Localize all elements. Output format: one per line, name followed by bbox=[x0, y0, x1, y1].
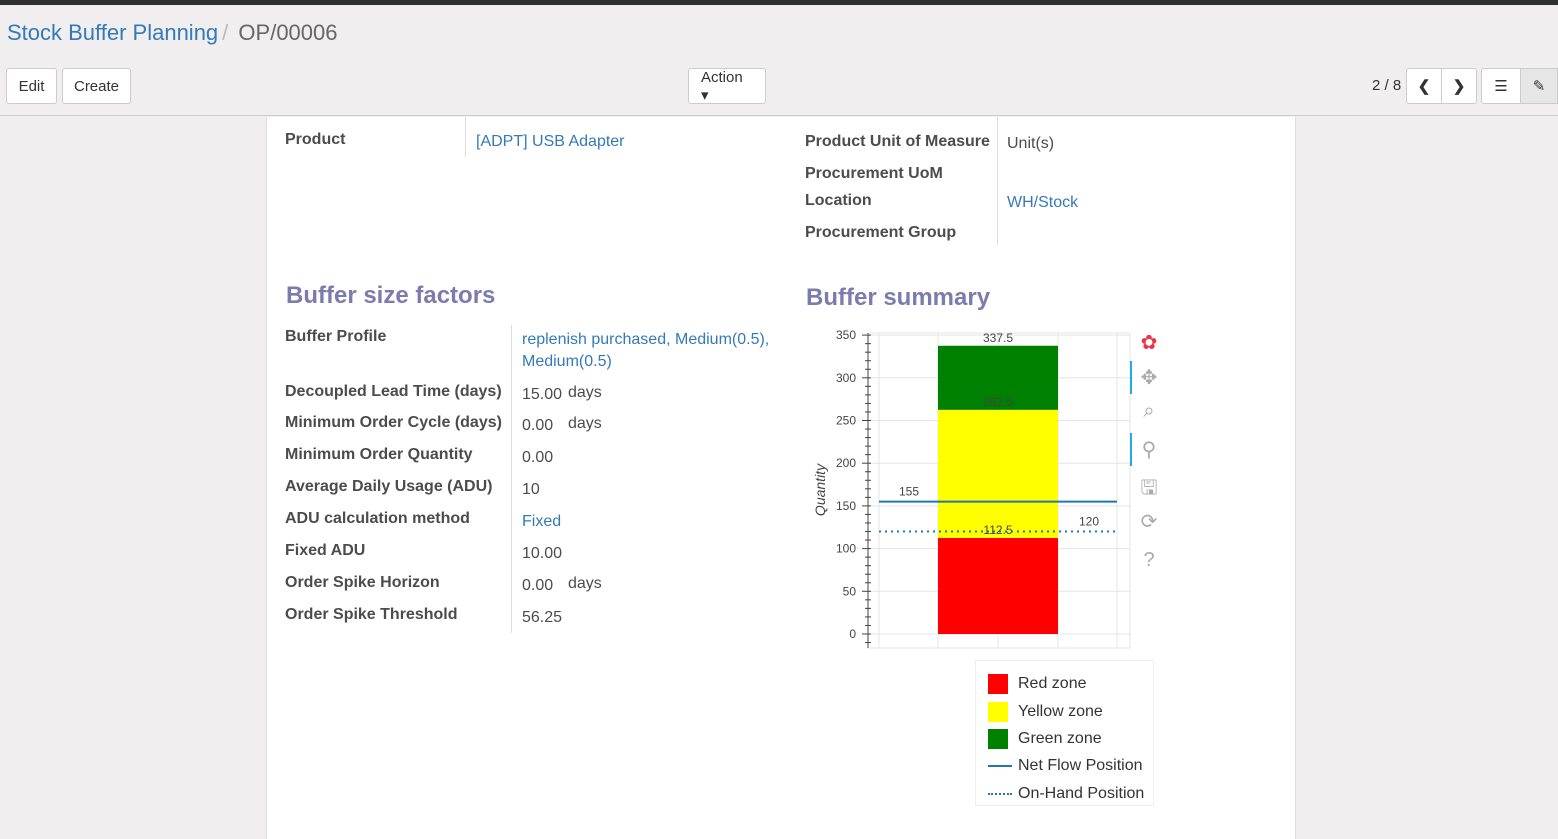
divider bbox=[997, 117, 998, 245]
prev-button[interactable]: ❮ bbox=[1406, 68, 1442, 104]
list-view-button[interactable]: ☰ bbox=[1481, 68, 1521, 104]
next-button[interactable]: ❯ bbox=[1441, 68, 1477, 104]
legend-swatch bbox=[988, 674, 1008, 694]
pan-icon[interactable]: ✥ bbox=[1140, 367, 1158, 389]
factor-value: 0.00 bbox=[522, 417, 554, 434]
form-view-button[interactable]: ✎ bbox=[1520, 68, 1558, 104]
bar-label: 337.5 bbox=[983, 331, 1013, 345]
line-label: 155 bbox=[899, 485, 919, 499]
top-bar bbox=[0, 0, 1558, 5]
factor-value-cont[interactable]: Medium(0.5) bbox=[522, 353, 612, 370]
divider bbox=[511, 325, 512, 633]
legend-line-swatch bbox=[988, 765, 1012, 768]
factor-value: 15.00 bbox=[522, 386, 563, 403]
bar-label: 262.5 bbox=[983, 395, 1013, 409]
legend-label: Yellow zone bbox=[1018, 702, 1103, 720]
breadcrumb-parent[interactable]: Stock Buffer Planning bbox=[7, 20, 219, 45]
legend-item: Green zone bbox=[988, 729, 1102, 750]
factor-value: 0.00 bbox=[522, 449, 554, 466]
legend-item: On-Hand Position bbox=[988, 785, 1144, 803]
factor-label: Minimum Order Quantity bbox=[285, 446, 473, 463]
chart-legend: Red zone Yellow zone Green zone Net Flow Po… bbox=[975, 660, 1154, 806]
uom-value: Unit(s) bbox=[1007, 135, 1055, 152]
box-zoom-icon[interactable]: ⌕ bbox=[1143, 400, 1155, 422]
legend-item: Red zone bbox=[988, 674, 1087, 694]
bokeh-logo-icon: ✿ bbox=[1140, 332, 1158, 354]
buffer-factors-title: Buffer size factors bbox=[286, 282, 496, 309]
y-axis-label: Quantity bbox=[812, 463, 828, 516]
list-icon: ☰ bbox=[1494, 78, 1508, 95]
y-tick-label: 200 bbox=[836, 456, 856, 470]
y-tick-label: 250 bbox=[836, 414, 856, 428]
wheel-zoom-icon[interactable]: ⚲ bbox=[1141, 439, 1157, 461]
legend-swatch bbox=[988, 701, 1008, 722]
bar-label: 112.5 bbox=[983, 523, 1012, 537]
factor-unit: days bbox=[568, 575, 602, 592]
legend-label: Net Flow Position bbox=[1018, 757, 1143, 775]
help-icon[interactable]: ? bbox=[1143, 549, 1155, 571]
legend-item: Yellow zone bbox=[988, 701, 1103, 722]
factor-value: 10 bbox=[522, 481, 540, 498]
factor-value: 0.00 bbox=[522, 577, 554, 594]
breadcrumb: Stock Buffer Planning / OP/00006 bbox=[7, 20, 338, 46]
y-tick-label: 0 bbox=[849, 627, 856, 641]
y-tick-label: 300 bbox=[836, 371, 856, 385]
factor-unit: days bbox=[568, 384, 602, 401]
control-panel: Stock Buffer Planning / OP/00006 Edit Cre… bbox=[0, 5, 1558, 116]
save-icon[interactable]: 🖫 bbox=[1140, 477, 1158, 499]
factor-label: Order Spike Horizon bbox=[285, 574, 440, 591]
product-label: Product bbox=[285, 131, 346, 148]
pager-value[interactable]: 2 / 8 bbox=[1372, 77, 1402, 94]
legend-swatch bbox=[988, 729, 1008, 750]
legend-line-swatch bbox=[988, 792, 1012, 795]
active-tool-indicator bbox=[1130, 361, 1132, 394]
procurement-uom-label: Procurement UoM bbox=[805, 165, 943, 182]
factor-label: Order Spike Threshold bbox=[285, 606, 458, 623]
chevron-left-icon: ❮ bbox=[1417, 78, 1431, 95]
edit-button[interactable]: Edit bbox=[6, 68, 57, 104]
buffer-chart: 0 50 100 150 200 250 300 350 Quantity 112.5 262.5 3… bbox=[812, 328, 1131, 649]
divider bbox=[465, 117, 466, 157]
factor-label: ADU calculation method bbox=[285, 510, 470, 527]
bar-red-zone bbox=[938, 537, 1058, 634]
factor-label: Buffer Profile bbox=[285, 328, 387, 345]
breadcrumb-current: OP/00006 bbox=[238, 20, 338, 45]
location-label: Location bbox=[805, 192, 872, 209]
factor-value[interactable]: Fixed bbox=[522, 513, 562, 530]
uom-label: Product Unit of Measure bbox=[805, 133, 990, 150]
action-button[interactable]: Action ▾ bbox=[688, 68, 766, 104]
factor-label: Decoupled Lead Time (days) bbox=[285, 383, 502, 400]
legend-label: Green zone bbox=[1018, 730, 1102, 748]
bar-green-zone bbox=[938, 345, 1058, 410]
factor-value: 10.00 bbox=[522, 545, 563, 562]
y-tick-label: 100 bbox=[836, 542, 856, 556]
chevron-right-icon: ❯ bbox=[1452, 78, 1466, 95]
factor-value[interactable]: replenish purchased, Medium(0.5), bbox=[522, 331, 770, 348]
legend-label: Red zone bbox=[1018, 675, 1087, 692]
factor-value: 56.25 bbox=[522, 609, 563, 626]
line-label: 120 bbox=[1079, 515, 1099, 529]
product-link[interactable]: [ADPT] USB Adapter bbox=[476, 133, 625, 150]
location-link[interactable]: WH/Stock bbox=[1007, 194, 1079, 211]
y-tick-label: 350 bbox=[836, 328, 856, 342]
y-tick-label: 150 bbox=[836, 499, 856, 513]
procurement-group-label: Procurement Group bbox=[805, 224, 957, 241]
buffer-summary-title: Buffer summary bbox=[806, 284, 991, 311]
legend-label: On-Hand Position bbox=[1018, 784, 1145, 802]
reset-icon[interactable]: ⟳ bbox=[1140, 511, 1158, 533]
factor-label: Minimum Order Cycle (days) bbox=[285, 414, 502, 431]
factor-label: Fixed ADU bbox=[285, 542, 366, 559]
bar-yellow-zone bbox=[938, 409, 1058, 538]
factor-unit: days bbox=[568, 415, 602, 432]
legend-item: Net Flow Position bbox=[988, 757, 1143, 775]
breadcrumb-separator: / bbox=[222, 20, 229, 45]
y-tick-label: 50 bbox=[843, 584, 857, 598]
factor-label: Average Daily Usage (ADU) bbox=[285, 478, 493, 495]
edit-icon: ✎ bbox=[1532, 78, 1546, 95]
create-button[interactable]: Create bbox=[62, 68, 131, 104]
active-tool-indicator bbox=[1130, 433, 1132, 466]
